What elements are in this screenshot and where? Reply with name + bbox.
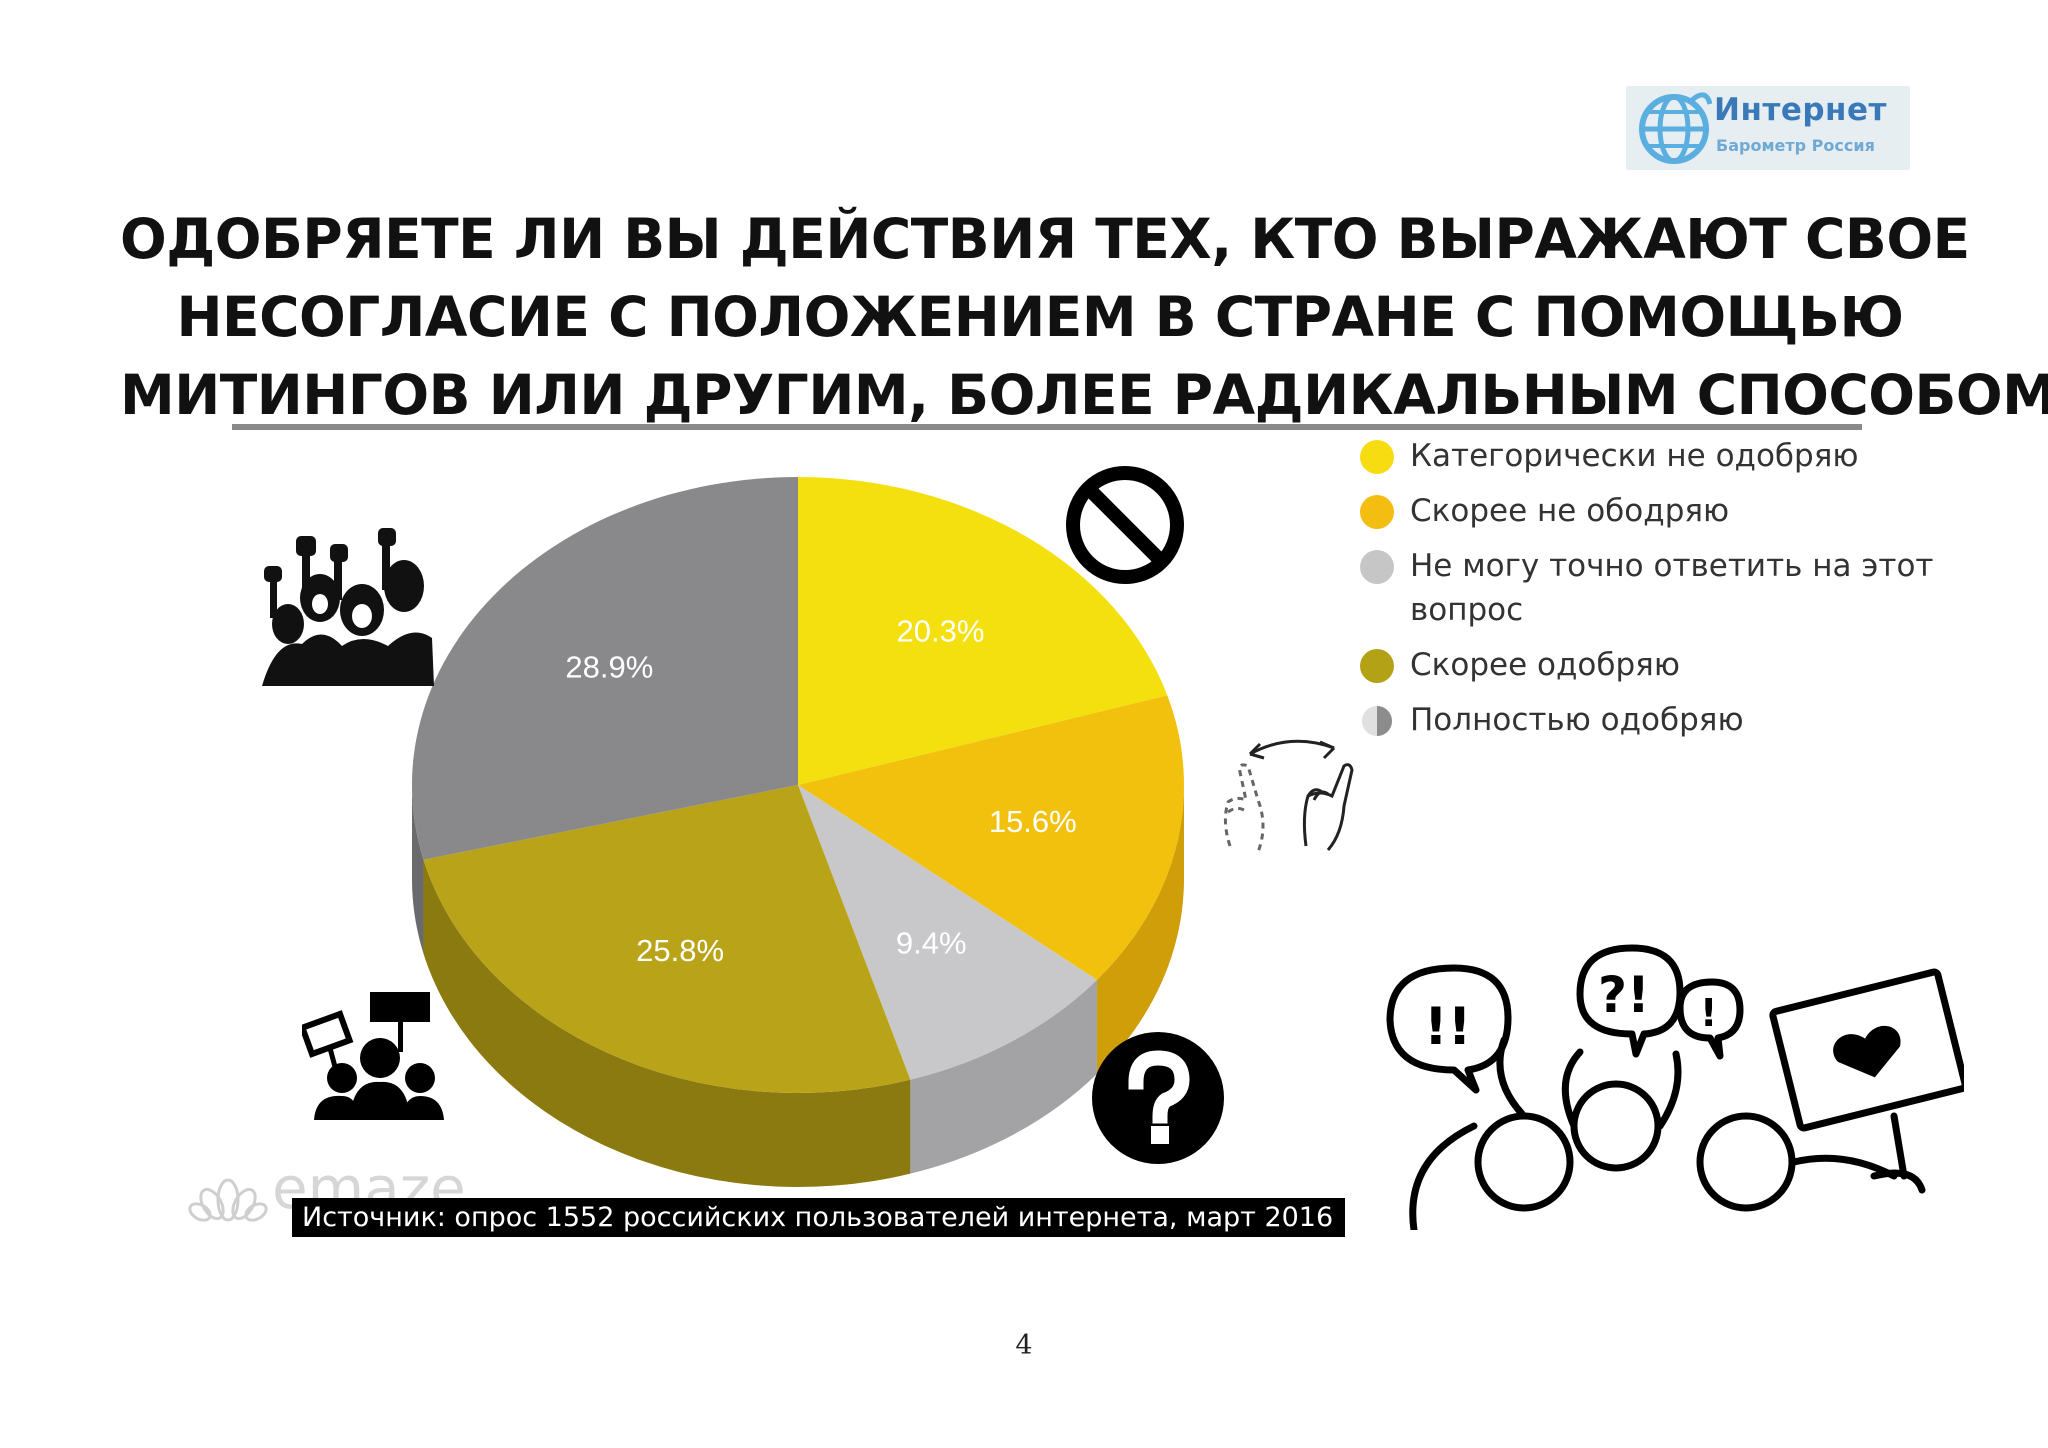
pie-data-label: 20.3% (897, 614, 985, 649)
svg-text:!!: !! (1424, 997, 1471, 1057)
svg-text:!: ! (1700, 991, 1717, 1035)
page-title: ОДОБРЯЕТЕ ЛИ ВЫ ДЕЙСТВИЯ ТЕХ, КТО ВЫРАЖА… (120, 200, 2048, 434)
legend-label: Скорее не ободряю (1410, 493, 1730, 529)
pie-data-label: 28.9% (565, 649, 653, 684)
logo: Интернет Барометр Россия (1626, 86, 1910, 170)
legend-label-cont: вопрос (1410, 592, 1524, 628)
globe-icon (1639, 92, 1712, 164)
emaze-logo-icon (188, 1178, 268, 1222)
legend-swatch (1360, 440, 1394, 474)
legend-item: Полностью одобряю (1360, 698, 1940, 742)
title-line-1: ОДОБРЯЕТЕ ЛИ ВЫ ДЕЙСТВИЯ ТЕХ, КТО ВЫРАЖА… (120, 207, 1970, 271)
pie-slice (423, 785, 911, 1093)
fist-protest-icon (262, 528, 434, 686)
legend-swatch (1360, 550, 1394, 584)
no-entry-icon (1066, 466, 1184, 584)
legend-item: Категорически не одобряю (1360, 434, 1940, 478)
source-caption: Источник: опрос 1552 российских пользова… (292, 1198, 1346, 1237)
legend-label: Категорически не одобряю (1410, 438, 1859, 474)
speech-bubbles-icon: !! ?! ! (1386, 944, 1964, 1230)
svg-text:?!: ?! (1598, 966, 1650, 1024)
title-line-2: НЕСОГЛАСИЕ С ПОЛОЖЕНИЕМ В СТРАНЕ С ПОМОЩ… (176, 285, 1904, 349)
pie-slice (412, 477, 798, 860)
pie-side (423, 859, 911, 1187)
pie-labels: 20.3% 15.6% 9.4% 25.8% 28.9% (565, 614, 1076, 969)
pie-side (1096, 785, 1184, 1074)
pie-sides (412, 785, 1184, 1187)
pie-slice (798, 477, 1168, 785)
legend-label: Полностью одобряю (1410, 702, 1744, 738)
legend-label: Не могу точно ответить на этот (1410, 548, 1934, 584)
chart-legend: Категорически не одобряю Скорее не ободр… (1360, 434, 1940, 753)
pie-side (412, 785, 424, 954)
legend-item: Скорее не ободряю (1360, 489, 1940, 533)
pie-side (910, 979, 1097, 1174)
legend-item: Скорее одобряю (1360, 643, 1940, 687)
legend-label: Скорее одобряю (1410, 647, 1680, 683)
pie-slice (798, 695, 1184, 980)
pie-slice (798, 785, 1097, 1080)
pie-slices (412, 477, 1184, 1093)
crowd-with-signs-icon (302, 992, 444, 1120)
question-mark-icon (1092, 1032, 1224, 1164)
pie-data-label: 9.4% (896, 926, 967, 961)
logo-subtitle: Барометр Россия (1716, 136, 1875, 155)
page-number: 4 (1015, 1330, 1033, 1361)
legend-swatch-half (1362, 706, 1392, 736)
hand-wave-icon (1223, 739, 1354, 853)
title-underline (232, 424, 1862, 430)
legend-swatch (1360, 495, 1394, 529)
legend-swatch (1360, 649, 1394, 683)
logo-title: Интернет (1714, 92, 1887, 128)
legend-item: Не могу точно ответить на этот вопрос (1360, 544, 1940, 632)
title-line-3: МИТИНГОВ ИЛИ ДРУГИМ, БОЛЕЕ РАДИКАЛЬНЫМ С… (120, 363, 2048, 427)
pie-data-label: 15.6% (989, 804, 1077, 839)
pie-data-label: 25.8% (636, 933, 724, 968)
